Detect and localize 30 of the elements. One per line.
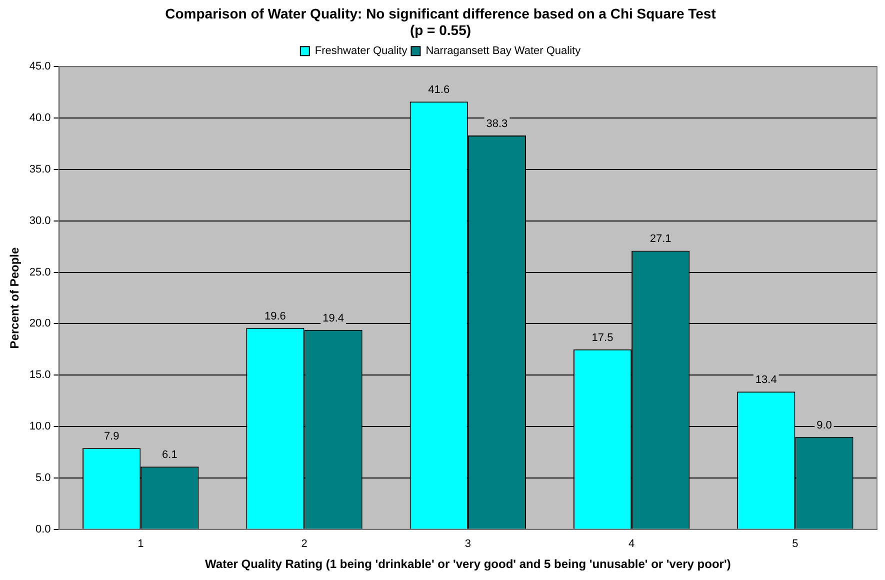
chart-title: Comparison of Water Quality: No significant difference based on a Chi Square Test (p = 0.55) [165, 5, 716, 38]
x-tick-label: 4 [628, 538, 635, 550]
x-tick-label: 2 [301, 538, 308, 550]
data-label: 38.3 [486, 118, 508, 130]
data-label: 17.5 [592, 332, 614, 344]
x-axis-title: Water Quality Rating (1 being 'drinkable' or 'very good' and 5 being 'unusable' or 'very poor') [205, 557, 731, 572]
y-tick-label: 0.0 [36, 523, 51, 536]
y-tick-label: 30.0 [29, 214, 51, 227]
y-tick-label: 20.0 [29, 318, 51, 330]
y-tick-label: 35.0 [29, 163, 51, 176]
data-label: 6.1 [162, 449, 178, 462]
y-tick-label: 15.0 [29, 369, 51, 382]
data-label: 19.4 [322, 312, 344, 324]
x-tick-label: 1 [138, 538, 144, 550]
y-tick-label: 5.0 [36, 472, 51, 484]
data-label: 19.6 [264, 310, 286, 322]
legend-label: Narragansett Bay Water Quality [426, 45, 582, 58]
y-tick-label: 45.0 [29, 60, 51, 73]
y-tick-label: 25.0 [29, 266, 51, 278]
data-label: 27.1 [650, 233, 672, 246]
data-label: 13.4 [755, 374, 777, 386]
legend-label: Freshwater Quality [314, 45, 408, 58]
x-tick-label: 3 [464, 538, 471, 550]
y-axis-title: Percent of People [8, 247, 22, 349]
y-tick-label: 40.0 [29, 112, 51, 124]
data-label: 41.6 [428, 84, 450, 96]
data-label: 7.9 [104, 430, 120, 443]
data-label: 9.0 [816, 419, 832, 432]
x-tick-label: 5 [792, 538, 798, 550]
y-tick-label: 10.0 [29, 420, 51, 433]
